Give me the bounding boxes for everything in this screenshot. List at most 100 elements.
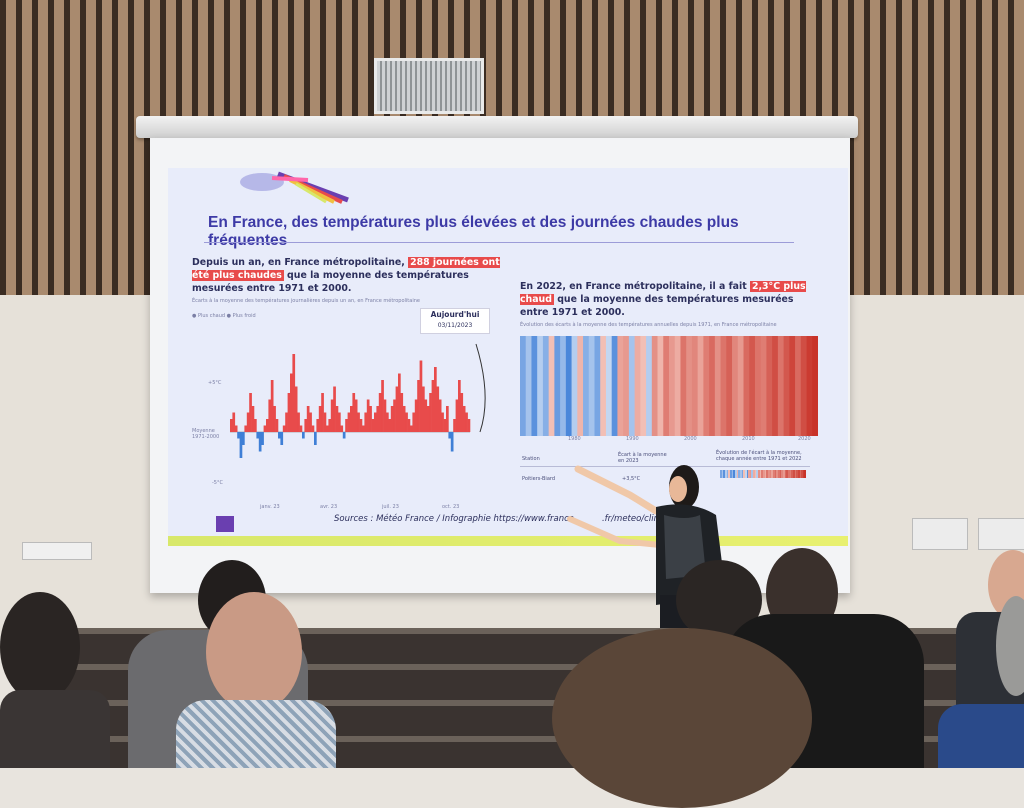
daily-bar [280,432,284,445]
table-station-value: +3,5°C [622,476,641,482]
daily-bar [323,412,327,432]
mini-stripe [733,470,735,478]
daily-bar [443,419,447,432]
year-stripe [520,336,527,436]
year-stripe [623,336,630,436]
year-stripe [743,336,750,436]
table-divider [520,466,810,467]
audience-plaid-shirt [176,700,336,768]
year-stripe [680,336,687,436]
axis-plus5: +5°C [208,380,222,386]
daily-bar [414,399,418,432]
daily-bar [395,386,399,432]
daily-bar [424,399,428,432]
audience-member-left [0,592,80,702]
table-mini-stripes [720,470,807,478]
year-stripe [669,336,676,436]
daily-bar [354,399,358,432]
year-stripe [789,336,796,436]
daily-bar [273,406,276,432]
daily-bar [261,432,264,445]
daily-bar [383,399,387,432]
daily-bar [371,419,375,432]
daily-bar [402,406,406,432]
daily-bar [400,393,404,432]
year-stripe [737,336,744,436]
daily-bar [285,412,288,432]
daily-bar [268,399,272,432]
mini-stripe [801,470,803,478]
daily-bar [244,425,248,432]
mini-stripe [782,470,785,478]
year-stripe [554,336,561,436]
daily-bar [314,432,317,445]
year-stripe [537,336,544,436]
power-outlets-right [978,518,1024,550]
mini-stripe [744,470,747,478]
slide-corner-badge [216,516,234,532]
mini-stripe [764,470,767,478]
daily-bar [335,406,339,432]
daily-bar [338,412,341,432]
daily-bar [275,419,279,432]
mini-stripe [763,470,765,478]
year-stripe [663,336,670,436]
year-stripe [749,336,756,436]
year-1980: 1980 [568,436,581,442]
daily-bar [417,380,420,432]
daily-bar [258,432,262,452]
year-stripe [525,336,532,436]
right-text-start: En 2022, en France métropolitaine, il a … [520,281,750,292]
slide-bottom-bar [168,536,848,546]
year-stripe [720,336,727,436]
mini-stripe [771,470,773,478]
mini-stripe [784,470,787,478]
mini-stripe [781,470,783,478]
daily-bar [263,425,267,432]
daily-bar [462,406,466,432]
left-text-end: que la moyenne des températures mesurées… [192,270,469,294]
left-paragraph: Depuis un an, en France métropolitaine, … [192,256,512,295]
year-stripe [565,336,572,436]
year-1990: 1990 [626,436,639,442]
month-label-jul: juil. 23 [382,504,399,510]
daily-bar [378,393,382,432]
audience-shoulders-left [0,690,110,768]
mini-stripe [766,470,769,478]
year-stripe [800,336,807,436]
daily-bar [388,419,392,432]
year-stripe [795,336,802,436]
mini-stripe [796,470,798,478]
mini-stripe [741,470,744,478]
daily-bar [369,406,372,432]
daily-bar [328,419,332,432]
projected-slide: En France, des températures plus élevées… [168,168,848,546]
daily-bar [455,399,459,432]
daily-bar [297,412,300,432]
mini-stripe [769,470,772,478]
right-chart-caption: Évolution des écarts à la moyenne des te… [520,322,777,328]
mini-stripe [804,470,807,478]
year-stripe [657,336,664,436]
month-label-jan: janv. 23 [260,504,280,510]
daily-bar [306,406,310,432]
station-table: Station Écart à la moyenne en 2023 Évolu… [520,448,816,488]
year-stripe [646,336,653,436]
mini-stripe [797,470,800,478]
mini-stripe [726,470,729,478]
daily-bar [467,419,471,432]
year-stripe [560,336,567,436]
mini-stripe [802,470,805,478]
table-station-name: Poitiers-Biard [522,476,556,482]
mini-stripe [773,470,775,478]
daily-bar [230,419,233,432]
today-date: 03/11/2023 [437,322,473,329]
year-stripe [691,336,699,436]
year-stripe [714,336,721,436]
month-label-oct: oct. 23 [442,504,460,510]
daily-bar [294,386,298,432]
mini-stripe [721,470,724,478]
mini-stripe [731,470,734,478]
daily-bar [350,406,353,432]
daily-bar [412,412,416,432]
